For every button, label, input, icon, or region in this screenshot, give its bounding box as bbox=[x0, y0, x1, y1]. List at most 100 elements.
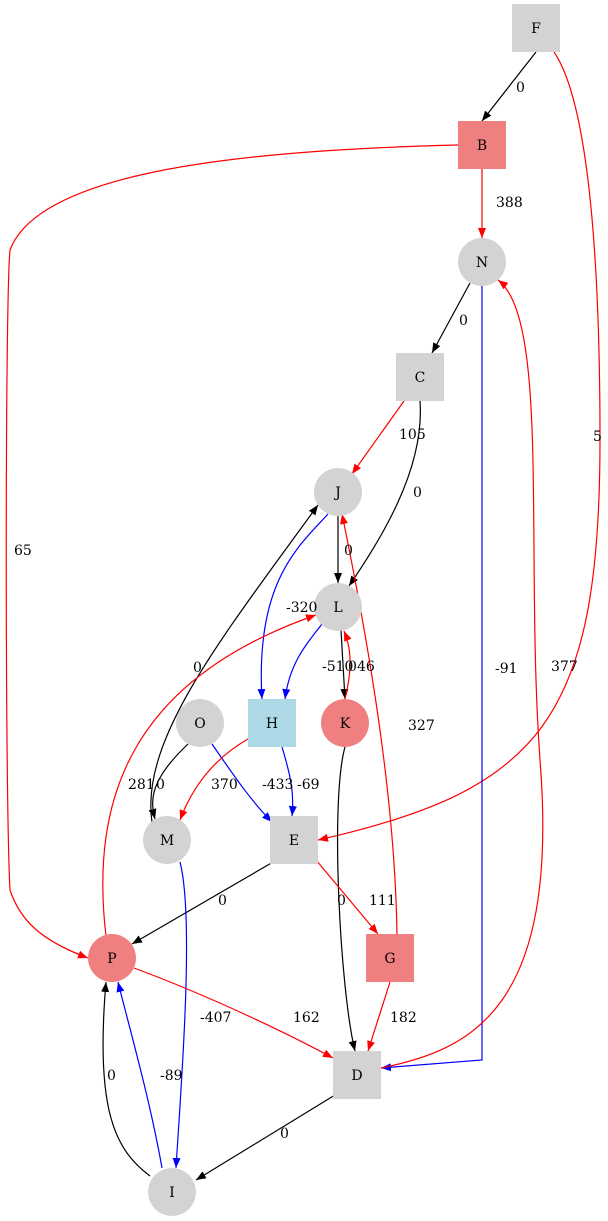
node-O: O bbox=[176, 699, 224, 747]
edge-N-D bbox=[380, 286, 483, 1072]
node-B: B bbox=[458, 121, 506, 169]
edge-E-P bbox=[131, 857, 281, 945]
node-shape-G bbox=[366, 934, 414, 982]
edge-label-H-E: -69 bbox=[297, 777, 320, 793]
edge-label-M-I: -407 bbox=[200, 1010, 231, 1026]
node-G: G bbox=[366, 934, 414, 982]
node-E: E bbox=[270, 816, 318, 864]
edge-C-J bbox=[351, 400, 405, 475]
node-D: D bbox=[333, 1051, 381, 1099]
edge-label-I-P: 0 bbox=[107, 1068, 116, 1084]
edge-label-C-J: 105 bbox=[399, 427, 426, 443]
edge-I-P bbox=[116, 981, 163, 1169]
node-label-L: L bbox=[333, 600, 342, 616]
edge-C-L bbox=[348, 400, 421, 587]
node-shape-L bbox=[314, 583, 362, 631]
edge-M-I bbox=[172, 861, 188, 1169]
node-label-O: O bbox=[194, 716, 205, 732]
edge-label-E-G: 111 bbox=[369, 893, 396, 909]
edge-O-M bbox=[148, 743, 189, 820]
node-shape-O bbox=[176, 699, 224, 747]
node-K: K bbox=[321, 699, 369, 747]
edge-label-J-L: 0 bbox=[344, 543, 353, 559]
node-shape-I bbox=[148, 1168, 196, 1216]
node-label-I: I bbox=[169, 1185, 175, 1201]
edge-K-D bbox=[336, 746, 357, 1052]
edge-D-N bbox=[380, 279, 544, 1069]
edge-label-J-H: -320 bbox=[286, 600, 317, 616]
edge-F-B bbox=[481, 51, 537, 122]
edge-label-O-E: -433 bbox=[262, 777, 293, 793]
edge-label-N-D: -91 bbox=[495, 661, 518, 677]
node-label-N: N bbox=[476, 255, 488, 271]
node-label-E: E bbox=[289, 833, 299, 849]
edge-label-E-P: 0 bbox=[218, 893, 227, 909]
edge-label-K-L: 46 bbox=[357, 659, 375, 675]
edge-H-M bbox=[179, 738, 249, 821]
edge-label-L-K: 0 bbox=[348, 659, 357, 675]
node-label-G: G bbox=[384, 951, 395, 967]
edge-L-K bbox=[340, 629, 349, 700]
node-label-C: C bbox=[415, 370, 426, 386]
edge-J-H bbox=[257, 513, 329, 700]
node-shape-E bbox=[270, 816, 318, 864]
edge-label-L-H: -510 bbox=[322, 659, 353, 675]
edge-label-B-N: 388 bbox=[496, 195, 523, 211]
edge-label-M-J: 0 bbox=[193, 660, 202, 676]
edge-K-L bbox=[343, 630, 352, 700]
node-shape-C bbox=[396, 353, 444, 401]
edge-label-F-E: 5 bbox=[593, 429, 602, 445]
edge-label-G-J: 327 bbox=[408, 718, 435, 734]
node-I: I bbox=[148, 1168, 196, 1216]
node-label-J: J bbox=[333, 485, 341, 501]
edge-G-D bbox=[367, 981, 391, 1052]
edge-N-C bbox=[431, 282, 471, 354]
edge-G-J bbox=[340, 513, 398, 935]
node-shape-M bbox=[143, 816, 191, 864]
node-L: L bbox=[314, 583, 362, 631]
node-H: H bbox=[248, 699, 296, 747]
edge-label-O-M: 0 bbox=[156, 777, 165, 793]
edge-label-F-B: 0 bbox=[516, 80, 525, 96]
node-shape-B bbox=[458, 121, 506, 169]
edge-label-D-I: 0 bbox=[280, 1126, 289, 1142]
edge-label-N-C: 0 bbox=[459, 313, 468, 329]
node-label-B: B bbox=[477, 138, 487, 154]
edge-label-G-D: 182 bbox=[390, 1010, 417, 1026]
edge-label-K-D: 0 bbox=[337, 893, 346, 909]
node-label-H: H bbox=[266, 716, 278, 732]
node-shape-D bbox=[333, 1051, 381, 1099]
node-C: C bbox=[396, 353, 444, 401]
node-label-F: F bbox=[531, 21, 541, 37]
edge-label-D-N: 377 bbox=[551, 659, 578, 675]
edge-O-E bbox=[211, 743, 273, 823]
nodes-layer: F B N C J L O H K M E P G D I bbox=[88, 4, 560, 1216]
edge-E-G bbox=[315, 859, 379, 935]
node-label-D: D bbox=[351, 1068, 362, 1084]
edge-M-J bbox=[150, 504, 319, 823]
node-P: P bbox=[88, 934, 136, 982]
node-shape-F bbox=[512, 4, 560, 52]
edge-H-E bbox=[281, 746, 297, 817]
node-label-K: K bbox=[340, 716, 351, 732]
node-M: M bbox=[143, 816, 191, 864]
edge-label-P-D: 162 bbox=[293, 1010, 320, 1026]
node-shape-P bbox=[88, 934, 136, 982]
edges-layer bbox=[5, 51, 601, 1181]
node-label-P: P bbox=[107, 951, 116, 967]
edge-I-P bbox=[101, 981, 151, 1177]
node-shape-N bbox=[458, 238, 506, 286]
edge-D-I bbox=[195, 1094, 336, 1181]
node-label-M: M bbox=[160, 833, 174, 849]
edge-label-C-L: 0 bbox=[413, 485, 422, 501]
edge-label-B-P: 65 bbox=[14, 543, 32, 559]
edge-label-P-L: 281 bbox=[128, 777, 155, 793]
edge-F-E bbox=[317, 51, 601, 842]
node-F: F bbox=[512, 4, 560, 52]
node-shape-J bbox=[314, 468, 362, 516]
edge-L-H bbox=[282, 623, 323, 700]
node-J: J bbox=[314, 468, 362, 516]
edge-P-D bbox=[133, 967, 334, 1059]
